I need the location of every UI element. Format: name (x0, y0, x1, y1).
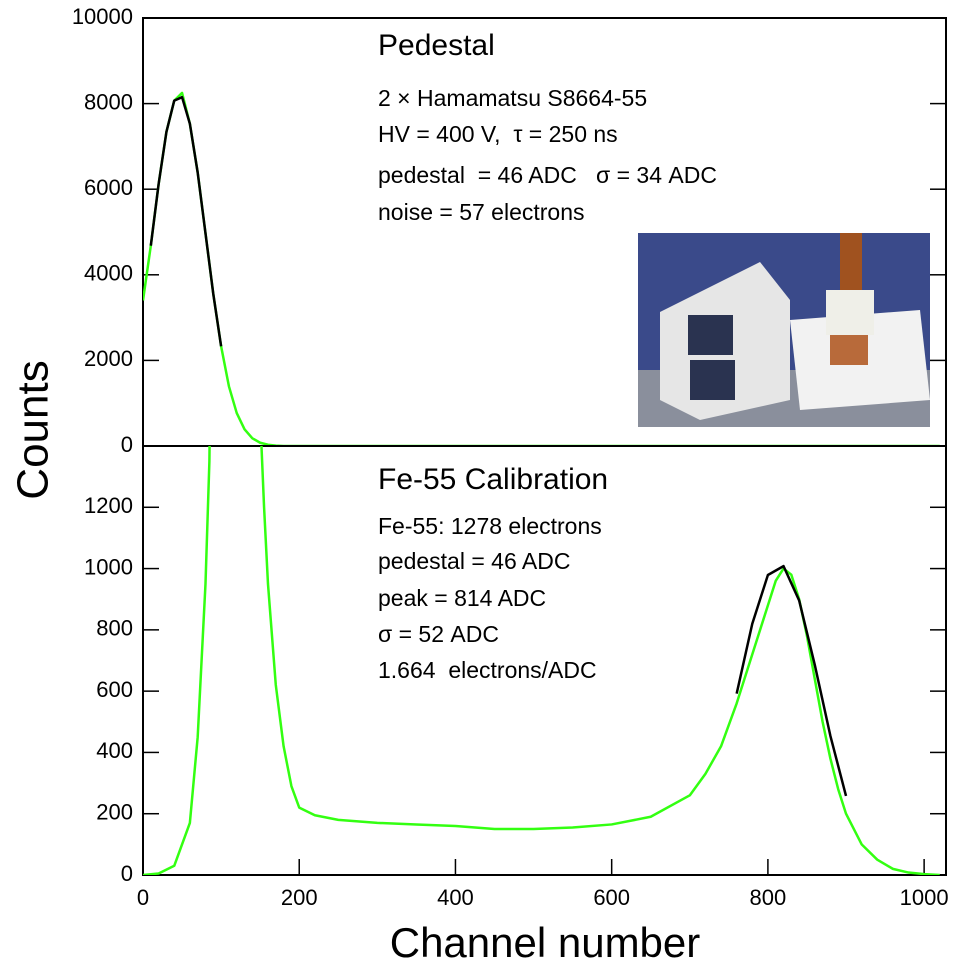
y-tick-label: 10000 (72, 4, 133, 29)
y-tick-label: 400 (96, 738, 133, 763)
panel-title: Fe-55 Calibration (378, 463, 608, 496)
x-tick-label: 400 (437, 885, 474, 910)
y-axis-label: Counts (9, 360, 58, 499)
data-line (149, 95, 223, 347)
y-tick-label: 6000 (84, 175, 133, 200)
x-tick-label: 600 (593, 885, 630, 910)
y-tick-label: 1000 (84, 554, 133, 579)
plot-lines (143, 91, 940, 446)
photo (638, 233, 930, 427)
y-tick-label: 0 (121, 432, 133, 457)
annotation: peak = 814 ADC (378, 585, 546, 611)
annotation: Fe-55: 1278 electrons (378, 513, 602, 539)
y-tick-label: 0 (121, 861, 133, 886)
y-tick-label: 8000 (84, 89, 133, 114)
panel-title: Pedestal (378, 29, 495, 62)
y-tick-label: 200 (96, 800, 133, 825)
x-tick-label: 200 (281, 885, 318, 910)
annotation: pedestal = 46 ADC σ = 34 ADC (378, 162, 717, 188)
y-tick-label: 800 (96, 616, 133, 641)
annotation: σ = 52 ADC (378, 621, 499, 647)
x-tick-label: 0 (137, 885, 149, 910)
annotation: pedestal = 46 ADC (378, 548, 570, 574)
annotation: 1.664 electrons/ADC (378, 657, 597, 683)
x-tick-label: 800 (750, 885, 787, 910)
y-tick-label: 4000 (84, 261, 133, 286)
y-tick-label: 2000 (84, 346, 133, 371)
annotation: 2 × Hamamatsu S8664-55 (378, 85, 647, 111)
plot-lines (143, 446, 940, 875)
plot-frame (142, 445, 947, 876)
y-tick-label: 600 (96, 677, 133, 702)
x-axis-label: Channel number (390, 919, 701, 966)
data-line (735, 564, 848, 797)
annotation: HV = 400 V, τ = 250 ns (378, 121, 618, 147)
y-tick-label: 1200 (84, 493, 133, 518)
x-tick-label: 1000 (900, 885, 949, 910)
data-line (143, 446, 940, 875)
annotation: noise = 57 electrons (378, 199, 585, 225)
